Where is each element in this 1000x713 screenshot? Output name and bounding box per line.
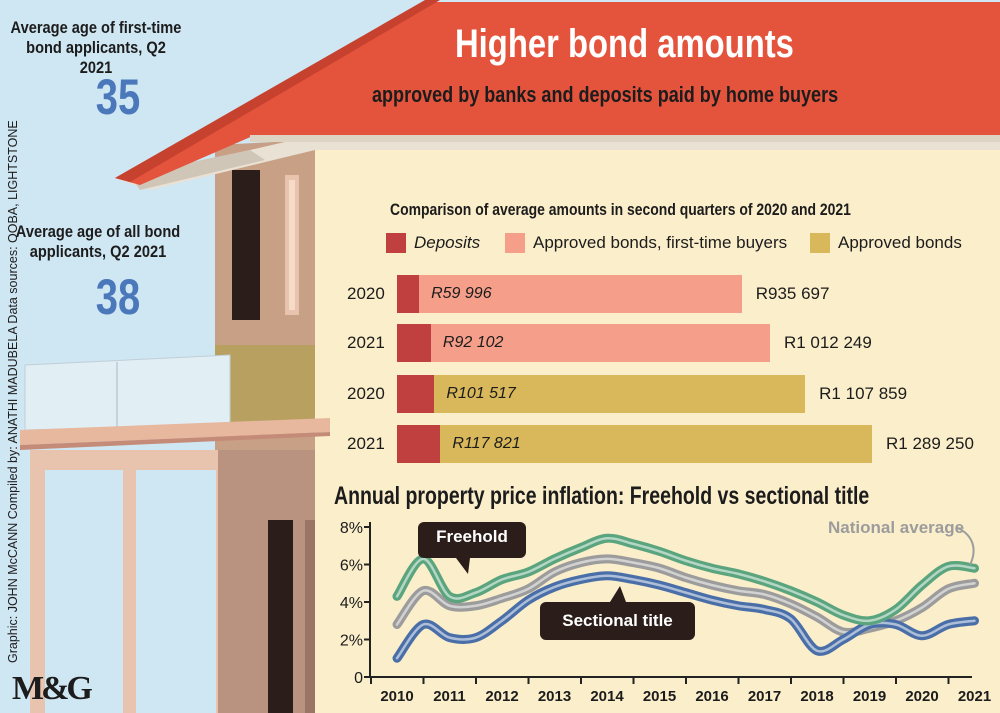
- bar-year-label: 2020: [347, 284, 385, 303]
- x-tick-label: 2017: [748, 688, 781, 705]
- bar-deposit: [397, 324, 431, 362]
- bar-total-label: R1 289 250: [886, 434, 974, 453]
- side-window: [232, 170, 260, 320]
- axis-ticks: 0 2% 4% 6% 8% 2010 2011 2012 2013 2014 2015 2016 201…: [340, 520, 991, 705]
- bar-year-label: 2021: [347, 434, 385, 453]
- bar-deposit: [397, 425, 441, 463]
- bar-year-label: 2020: [347, 384, 385, 403]
- sectional-label: Sectional title: [562, 611, 673, 630]
- y-tick-label: 6%: [340, 558, 363, 575]
- legend-label-first-time: Approved bonds, first-time buyers: [533, 233, 788, 252]
- y-tick-label: 4%: [340, 595, 363, 612]
- x-tick-label: 2013: [538, 688, 571, 705]
- stat-all-value: 38: [95, 269, 141, 325]
- bar-year-label: 2021: [347, 333, 385, 352]
- page-title: Higher bond amounts: [455, 22, 794, 66]
- roof: [115, 2, 1000, 185]
- bar-total: [397, 275, 742, 313]
- bar-deposit-label: R59 996: [431, 285, 492, 302]
- x-tick-label: 2016: [695, 688, 728, 705]
- balcony-glass: [24, 354, 231, 431]
- sectional-callout: [540, 586, 695, 640]
- x-tick-label: 2015: [643, 688, 676, 705]
- legend-swatch-first-time: [505, 233, 525, 253]
- bar-total: [397, 324, 770, 362]
- freehold-callout: [418, 522, 526, 574]
- lower-window-left: [45, 470, 123, 713]
- y-tick-label: 8%: [340, 520, 363, 537]
- bar-chart-title: Comparison of average amounts in second …: [390, 200, 851, 219]
- y-tick-label: 2%: [340, 633, 363, 650]
- legend-first-time: Approved bonds, first-time buyers: [505, 233, 787, 253]
- credits: Graphic: JOHN McCANN Compiled by: ANATHI…: [6, 120, 20, 663]
- x-tick-label: 2010: [380, 688, 413, 705]
- legend-label-approved: Approved bonds: [838, 233, 962, 252]
- legend-label-deposits: Deposits: [414, 233, 481, 252]
- x-tick-label: 2011: [433, 688, 466, 705]
- freehold-label: Freehold: [436, 527, 508, 546]
- x-tick-label: 2020: [905, 688, 938, 705]
- x-tick-label: 2012: [485, 688, 518, 705]
- bar-deposit-label: R117 821: [452, 435, 521, 452]
- x-tick-label: 2021: [958, 688, 991, 705]
- line-chart-title: Annual property price inflation: Freehol…: [334, 482, 870, 510]
- x-tick-label: 2019: [853, 688, 886, 705]
- legend-deposits: Deposits: [386, 233, 480, 253]
- x-tick-label: 2018: [800, 688, 833, 705]
- door: [268, 520, 293, 713]
- roof-eave: [120, 135, 1000, 190]
- stat-all-label: Average age of all bond applicants, Q2 2…: [15, 222, 181, 261]
- lower-window-right: [136, 470, 216, 713]
- stat-first-time-value: 35: [95, 69, 141, 125]
- bar-deposit-label: R101 517: [446, 385, 516, 402]
- plot-lines: [392, 527, 979, 663]
- balcony-block: [215, 345, 315, 425]
- national-average-leader: [957, 527, 975, 566]
- bar-total: [397, 375, 806, 413]
- bar-deposit-label: R92 102: [442, 334, 504, 351]
- y-tick-label: 0: [354, 670, 363, 687]
- page-subtitle: approved by banks and deposits paid by h…: [372, 82, 839, 107]
- legend-swatch-deposits: [386, 233, 406, 253]
- bar-total-label: R935 697: [755, 284, 830, 303]
- legend-approved: Approved bonds: [810, 233, 962, 253]
- bar-total: [397, 425, 872, 463]
- publisher-logo: M&G: [12, 670, 93, 707]
- x-tick-label: 2014: [590, 688, 624, 705]
- bar-deposit: [397, 275, 420, 313]
- stat-first-time-label: Average age of first-time bond applicant…: [10, 18, 182, 77]
- series-line-highlight: [395, 536, 976, 623]
- national-average-label: National average: [828, 518, 965, 537]
- bar-total-label: R1 012 249: [783, 333, 872, 352]
- balcony-slab: [20, 418, 330, 445]
- bar-deposit: [397, 375, 435, 413]
- bar-total-label: R1 107 859: [819, 384, 908, 403]
- legend-swatch-approved: [810, 233, 830, 253]
